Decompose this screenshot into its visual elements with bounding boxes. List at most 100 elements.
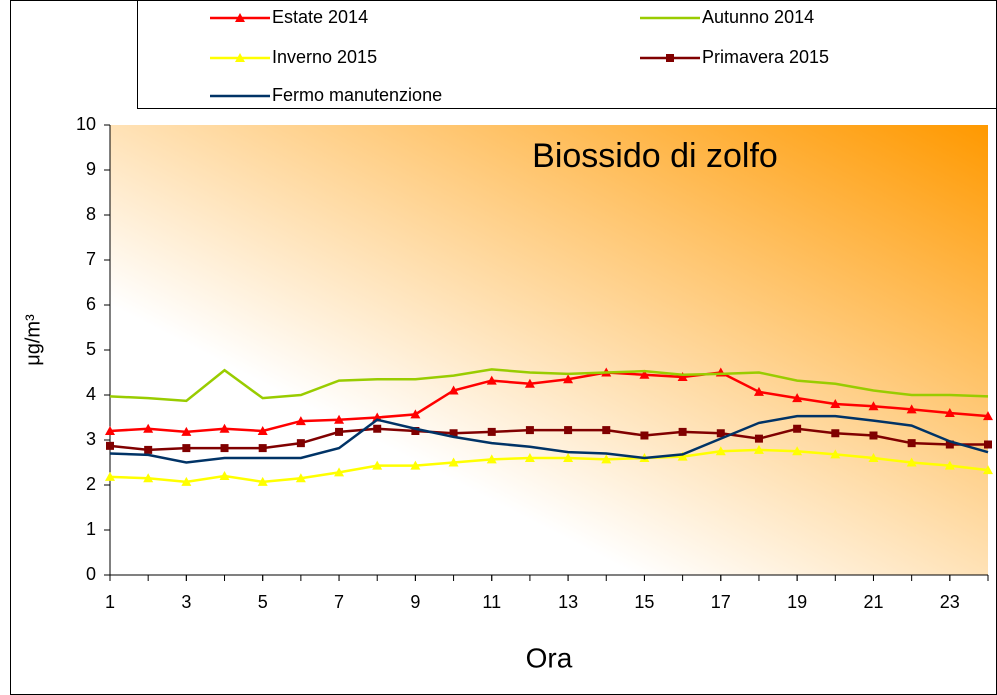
marker [792,393,803,403]
marker [524,378,535,388]
y-tick-label: 0 [86,564,96,584]
marker [830,449,841,459]
marker [235,53,245,62]
marker [601,454,612,464]
chart-title: Biossido di zolfo [532,137,778,175]
marker [257,476,268,486]
marker [106,441,114,450]
marker [639,369,650,379]
marker [869,431,878,440]
x-tick-label: 11 [482,592,501,612]
x-tick-label: 17 [711,592,731,612]
marker [944,460,955,470]
marker [143,423,154,433]
marker [486,454,497,464]
marker [487,427,496,436]
y-tick-label: 9 [86,159,96,179]
x-tick-label: 13 [558,592,578,612]
legend-label: Primavera 2015 [702,47,829,67]
marker [868,401,879,411]
marker [410,460,421,470]
legend-label: Inverno 2015 [272,47,377,67]
marker [144,445,153,454]
marker [907,439,916,448]
marker [448,385,459,395]
marker [563,453,574,462]
marker [715,446,726,456]
y-tick-label: 5 [86,339,96,359]
marker [716,429,725,438]
x-tick-label: 15 [634,592,654,612]
marker [334,414,345,424]
marker [563,374,574,384]
marker [235,13,245,22]
series-line [109,371,989,434]
y-tick-label: 8 [86,204,96,224]
marker [983,465,993,475]
marker [105,426,115,435]
marker [258,444,267,453]
marker [449,429,458,438]
y-tick-label: 6 [86,294,96,314]
y-tick-label: 10 [76,114,96,134]
legend-label: Estate 2014 [272,7,368,27]
marker [334,467,345,477]
y-tick-label: 2 [86,474,96,494]
marker [792,446,803,456]
marker [295,473,306,483]
x-tick-label: 19 [787,592,807,612]
x-tick-label: 9 [410,592,420,612]
marker [666,54,674,62]
marker [219,423,230,433]
marker [448,457,459,467]
x-tick-label: 1 [105,592,115,612]
marker [295,416,306,426]
marker [372,460,383,470]
x-axis-label: Ora [526,642,573,673]
marker [524,453,535,462]
marker [564,426,573,435]
marker [411,427,420,435]
marker [983,411,993,421]
marker [219,471,230,480]
marker [754,434,763,443]
marker [525,426,534,435]
marker [868,453,879,462]
marker [220,444,229,453]
marker [181,476,192,486]
marker [753,386,764,396]
marker [182,444,191,453]
marker [677,372,688,381]
y-axis-label: μg/m³ [22,314,44,366]
marker [830,399,841,408]
x-tick-label: 3 [181,592,191,612]
series-line [109,427,988,452]
marker [677,451,688,461]
marker [410,409,421,419]
series-line [109,448,989,484]
y-tick-label: 4 [86,384,96,404]
marker [105,471,115,481]
marker [753,444,764,454]
marker [793,424,802,433]
marker [486,375,497,385]
y-tick-label: 1 [86,519,96,539]
marker [257,426,268,435]
legend-label: Autunno 2014 [702,7,814,27]
plot-area [110,125,988,575]
y-tick-label: 3 [86,429,96,449]
marker [335,427,344,436]
marker [944,408,955,417]
x-tick-label: 5 [258,592,268,612]
marker [373,424,382,433]
marker [143,473,154,483]
x-tick-label: 23 [940,592,960,612]
marker [678,427,687,436]
marker [906,457,917,467]
series-line [109,368,989,403]
series-line [109,414,989,464]
legend-box [137,0,997,109]
y-tick-label: 7 [86,249,96,269]
marker [181,426,192,436]
